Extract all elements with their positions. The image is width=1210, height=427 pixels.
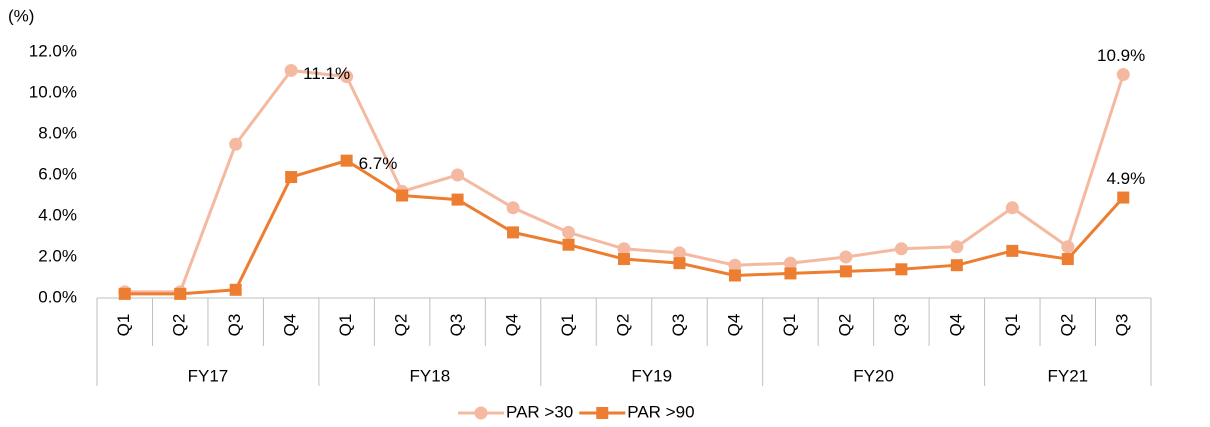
point <box>783 256 797 270</box>
point <box>950 240 964 254</box>
point <box>340 154 353 167</box>
x-tick-label: Q3 <box>1113 314 1132 337</box>
group-label: FY20 <box>853 366 894 385</box>
point <box>229 283 242 296</box>
point <box>672 246 686 260</box>
data-label: 4.9% <box>1107 169 1146 188</box>
point <box>451 168 465 182</box>
point <box>1116 68 1130 82</box>
point <box>728 269 741 282</box>
y-tick-label: 2.0% <box>38 246 77 265</box>
point <box>1061 253 1074 266</box>
x-tick-label: Q2 <box>170 314 189 337</box>
point <box>673 257 686 270</box>
point <box>1005 201 1019 215</box>
point <box>340 70 354 84</box>
x-tick-label: Q3 <box>447 314 466 337</box>
point <box>617 242 631 256</box>
y-tick-label: 4.0% <box>38 205 77 224</box>
x-tick-label: Q4 <box>724 314 743 337</box>
y-tick-label: 6.0% <box>38 164 77 183</box>
point <box>618 253 630 266</box>
y-tick-label: 12.0% <box>29 41 77 60</box>
legend-marker <box>596 407 609 419</box>
point <box>118 287 131 300</box>
point <box>895 263 908 276</box>
point <box>284 63 298 77</box>
point <box>1117 191 1130 204</box>
group-label: FY19 <box>631 366 672 385</box>
x-tick-label: Q2 <box>1057 314 1076 337</box>
x-tick-label: Q2 <box>392 314 411 337</box>
y-tick-label: 8.0% <box>38 123 77 142</box>
point <box>562 238 575 251</box>
series-line <box>124 159 1125 296</box>
data-label: 11.1% <box>303 64 350 83</box>
group-label: FY17 <box>188 366 229 385</box>
x-tick-label: Q3 <box>225 314 244 337</box>
x-tick-label: Q1 <box>558 314 577 337</box>
legend-label: PAR >30 <box>506 402 573 421</box>
point <box>784 267 797 280</box>
x-tick-label: Q1 <box>1002 314 1021 337</box>
point <box>839 250 853 264</box>
x-tick-label: Q2 <box>835 314 854 337</box>
data-label: 10.9% <box>1097 46 1145 65</box>
point <box>174 287 187 300</box>
x-tick-label: Q4 <box>503 314 522 337</box>
group-label: FY18 <box>410 366 451 385</box>
x-tick-label: Q3 <box>891 314 910 337</box>
x-tick-label: Q1 <box>336 314 355 337</box>
group-label: FY21 <box>1047 366 1088 385</box>
point <box>507 226 520 239</box>
point <box>451 193 464 206</box>
point <box>562 225 576 239</box>
point <box>229 137 243 151</box>
point <box>839 265 852 278</box>
x-tick-label: Q2 <box>613 314 632 337</box>
point <box>950 259 963 272</box>
x-tick-label: Q4 <box>281 314 300 337</box>
point <box>894 242 908 256</box>
y-axis-label: (%) <box>8 6 34 25</box>
legend-label: PAR >90 <box>627 402 694 421</box>
x-tick-label: Q3 <box>669 314 688 337</box>
point <box>285 171 298 184</box>
point <box>506 201 520 215</box>
y-tick-label: 10.0% <box>29 82 77 101</box>
point <box>728 258 742 272</box>
point <box>396 189 409 202</box>
point <box>1006 244 1019 257</box>
x-tick-label: Q4 <box>946 314 965 337</box>
data-label: 6.7% <box>359 154 398 173</box>
x-tick-label: Q1 <box>780 314 799 337</box>
point <box>1061 240 1075 254</box>
x-tick-label: Q1 <box>114 314 133 337</box>
legend-marker <box>474 406 488 420</box>
y-tick-label: 0.0% <box>38 287 77 306</box>
